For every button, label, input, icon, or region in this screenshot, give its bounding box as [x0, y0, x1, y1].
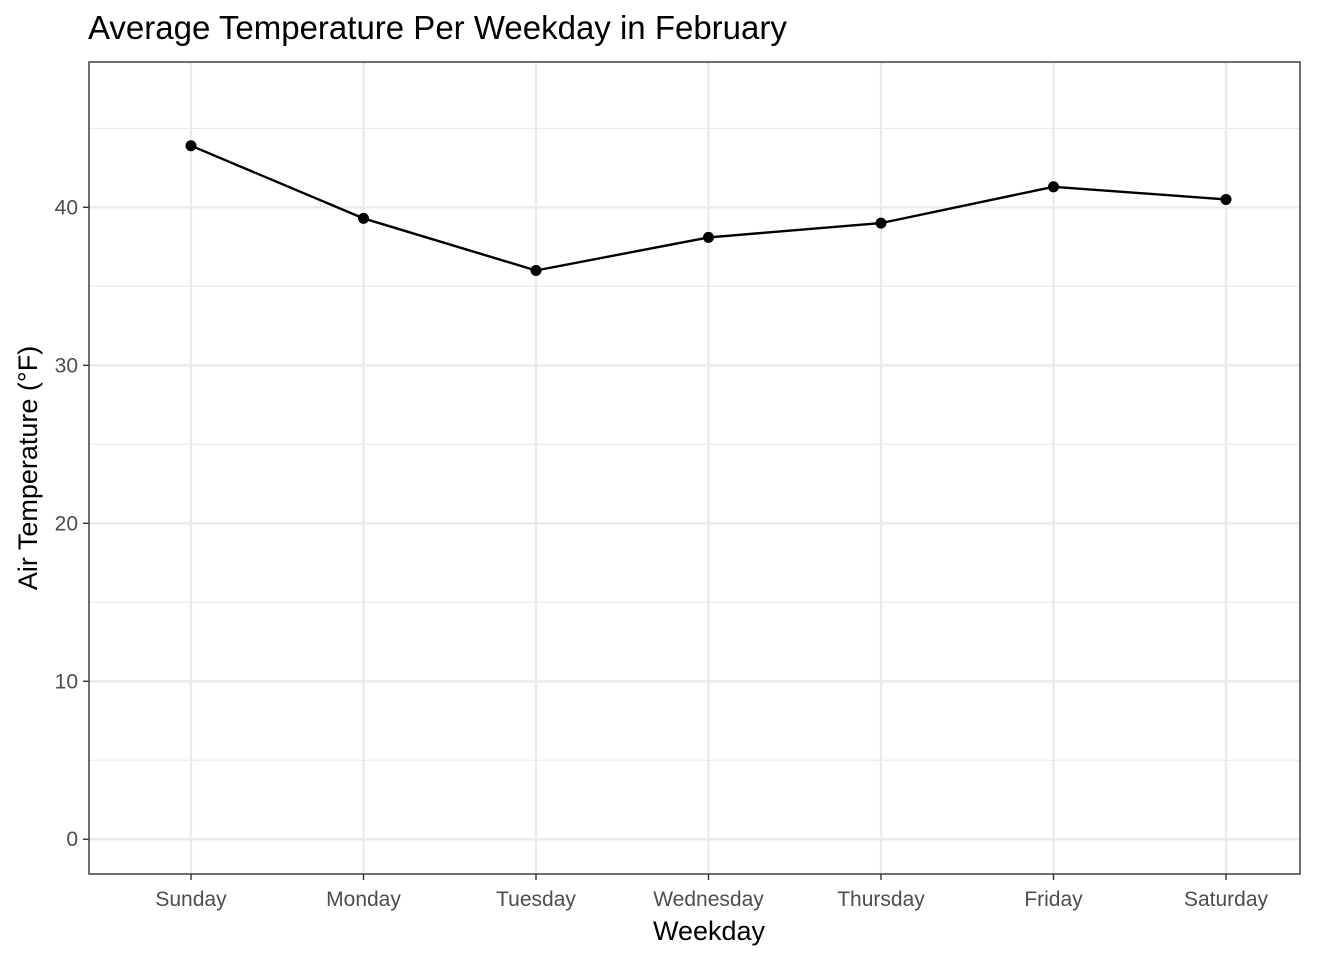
y-tick-label: 10: [55, 670, 78, 693]
x-tick-label: Monday: [326, 888, 401, 911]
data-point: [703, 231, 714, 243]
data-point: [185, 140, 197, 152]
y-tick-label: 0: [66, 828, 78, 851]
y-tick-label: 20: [55, 512, 78, 535]
y-tick-label: 40: [55, 196, 78, 219]
x-tick-label: Wednesday: [653, 888, 764, 911]
x-tick-label: Sunday: [155, 888, 227, 911]
grid-lines: [89, 62, 1300, 874]
x-tick-label: Friday: [1024, 888, 1083, 911]
axes: 0 10 20 30 40 Sunday Monday Tuesday Wednesday Thu…: [55, 196, 1269, 911]
y-tick-label: 30: [55, 354, 78, 377]
data-point: [1220, 193, 1232, 205]
data-point: [358, 212, 369, 224]
x-tick-label: Tuesday: [496, 888, 576, 911]
data-series: [185, 140, 1232, 277]
data-point: [530, 265, 542, 277]
data-point: [875, 217, 887, 229]
x-axis-title: Weekday: [653, 916, 766, 946]
panel-border: [88, 61, 1301, 875]
x-tick-label: Thursday: [837, 888, 925, 911]
data-point: [1048, 181, 1059, 193]
x-tick-label: Saturday: [1184, 888, 1269, 911]
y-axis-title: Air Temperature (°F): [13, 346, 43, 590]
chart-title: Average Temperature Per Weekday in Febru…: [88, 9, 787, 46]
